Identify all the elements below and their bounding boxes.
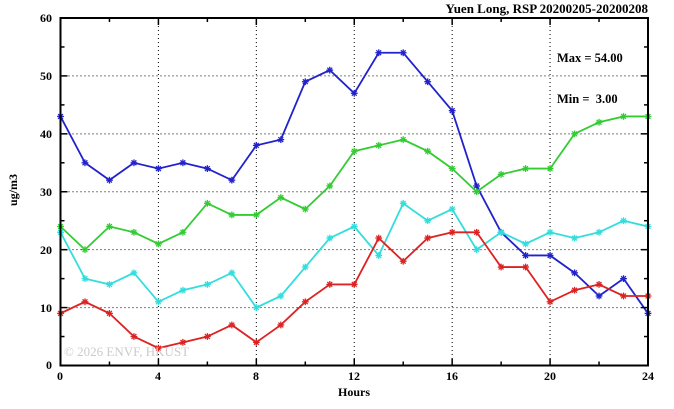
x-tick-label-0: 0	[57, 369, 63, 383]
x-tick-label-20: 20	[544, 369, 556, 383]
y-tick-label-30: 30	[40, 185, 52, 199]
chart-title: Yuen Long, RSP 20200205-20200208	[445, 1, 649, 16]
min-value-label: Min = 3.00	[557, 92, 618, 106]
y-tick-label-20: 20	[40, 243, 52, 257]
x-tick-label-12: 12	[348, 369, 360, 383]
y-tick-label-50: 50	[40, 69, 52, 83]
x-tick-label-24: 24	[642, 369, 654, 383]
y-tick-label-40: 40	[40, 127, 52, 141]
y-tick-label-0: 0	[46, 358, 52, 372]
x-tick-label-16: 16	[446, 369, 458, 383]
x-tick-label-4: 4	[155, 369, 161, 383]
plot-frame	[59, 17, 649, 367]
x-axis-title: Hours	[337, 385, 370, 399]
y-tick-label-60: 60	[40, 11, 52, 25]
y-tick-label-10: 10	[40, 301, 52, 315]
x-tick-label-8: 8	[253, 369, 259, 383]
max-min-annotation: Max = 54.00 Min = 3.00	[557, 24, 623, 134]
watermark-text: © 2026 ENVF, HKUST	[64, 344, 190, 359]
max-value-label: Max = 54.00	[557, 51, 623, 65]
